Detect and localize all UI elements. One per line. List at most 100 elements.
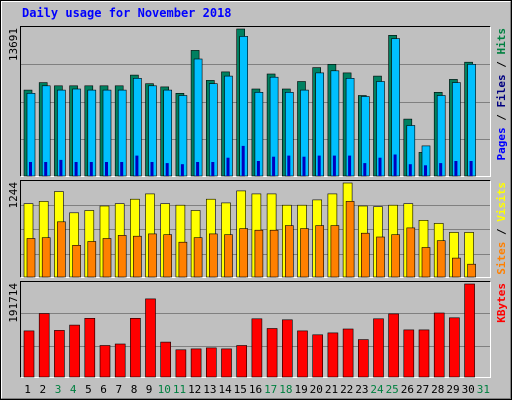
bar-kbytes: [23, 330, 35, 378]
bar-kbytes: [297, 330, 308, 378]
x-tick-label: 29: [446, 383, 459, 396]
bar-kbytes: [84, 317, 96, 378]
bar-kbytes: [464, 283, 475, 378]
bar-pages: [317, 155, 321, 176]
bar-pages: [424, 165, 427, 176]
legend-separator: /: [495, 222, 508, 242]
x-tick-label: 24: [370, 383, 384, 396]
bar-pages: [74, 162, 78, 176]
legend-entry: Hits: [495, 28, 508, 55]
bar-sites: [87, 241, 97, 278]
panel-legend: Pages / Files / Hits: [495, 28, 508, 161]
legend-entry: Pages: [495, 127, 508, 160]
x-tick-label: 26: [401, 383, 414, 396]
x-axis-labels: 1 2 3 4 5 6 7 8 9 10 11 12 13 14 15 16 17 18 19 20 21 22 23 24 2…: [24, 383, 490, 396]
bar-kbytes: [160, 341, 171, 378]
panel-legend: KBytes: [495, 283, 508, 323]
x-tick-label: 23: [355, 383, 368, 396]
bar-kbytes: [130, 317, 141, 378]
bar-kbytes: [418, 329, 430, 378]
bar-kbytes: [433, 312, 445, 378]
panel-border-light: [20, 281, 491, 378]
x-tick-label: 15: [234, 383, 247, 396]
bar-pages: [150, 162, 154, 176]
bar-kbytes: [206, 347, 217, 378]
bar-sites: [452, 257, 461, 278]
x-tick-label: 30: [462, 383, 475, 396]
chart-title: Daily usage for November 2018: [22, 6, 232, 20]
bar-pages: [363, 163, 367, 176]
bar-kbytes: [114, 343, 126, 378]
bar-sites: [436, 240, 446, 278]
panel-border-light: [20, 180, 491, 278]
bar-pages: [348, 155, 352, 176]
x-tick-label: 22: [340, 383, 353, 396]
bar-pages: [44, 162, 48, 176]
bar-kbytes: [449, 317, 460, 378]
x-tick-label: 2: [39, 383, 46, 396]
bar-kbytes: [221, 348, 232, 378]
panel-visits: 1244 Sites / Visits: [7, 180, 508, 278]
bar-sites: [117, 235, 127, 278]
x-tick-label: 5: [85, 383, 92, 396]
bar-pages: [226, 157, 230, 176]
x-tick-label: 20: [310, 383, 323, 396]
bar-sites: [269, 229, 279, 278]
bar-pages: [59, 159, 63, 176]
legend-entry: KBytes: [495, 283, 508, 323]
bar-pages: [89, 162, 93, 176]
y-axis-max-label: 191714: [7, 283, 20, 323]
bar-kbytes: [175, 349, 187, 378]
bar-pages: [211, 162, 215, 176]
x-tick-label: 17: [264, 383, 277, 396]
bar-files: [178, 95, 188, 177]
bar-pages: [105, 162, 108, 176]
bar-pages: [408, 164, 412, 176]
bar-sites: [41, 237, 51, 278]
x-tick-label: 18: [279, 383, 292, 396]
x-tick-label: 4: [70, 383, 77, 396]
x-tick-label: 9: [146, 383, 153, 396]
x-tick-label: 6: [100, 383, 107, 396]
legend-separator: /: [495, 55, 508, 75]
bar-sites: [315, 225, 325, 278]
bar-sites: [224, 234, 233, 278]
x-tick-label: 1: [24, 383, 31, 396]
bar-pages: [378, 157, 382, 176]
bar-pages: [439, 163, 443, 176]
bar-sites: [284, 225, 294, 278]
bar-pages: [469, 161, 473, 176]
bar-pages: [272, 156, 276, 176]
bar-kbytes: [357, 339, 369, 378]
legend-entry: Sites: [495, 242, 508, 275]
bar-sites: [26, 238, 36, 278]
bar-kbytes: [99, 345, 111, 378]
x-tick-label: 8: [131, 383, 138, 396]
bar-sites: [72, 245, 81, 278]
bar-pages: [135, 155, 139, 176]
bar-sites: [254, 229, 264, 278]
x-tick-label: 10: [158, 383, 171, 396]
frame-shadow: [1, 1, 511, 399]
bar-kbytes: [145, 298, 156, 378]
bar-sites: [239, 228, 248, 278]
bar-kbytes: [373, 318, 384, 378]
bar-sites: [300, 228, 309, 278]
bar-kbytes: [312, 334, 324, 378]
bar-sites: [345, 201, 355, 278]
x-tick-label: 25: [386, 383, 399, 396]
bar-pages: [29, 162, 32, 176]
x-tick-label: 31: [477, 383, 490, 396]
bar-pages: [256, 161, 260, 176]
bar-sites: [391, 234, 400, 278]
frame-highlight: [1, 1, 511, 399]
bar-kbytes: [281, 319, 293, 378]
legend-entry: Files: [495, 74, 508, 107]
bar-pages: [196, 162, 200, 176]
bar-sites: [57, 221, 66, 278]
bar-kbytes: [38, 313, 50, 378]
bar-pages: [302, 156, 306, 176]
bar-sites: [376, 236, 385, 278]
bar-pages: [180, 164, 184, 176]
